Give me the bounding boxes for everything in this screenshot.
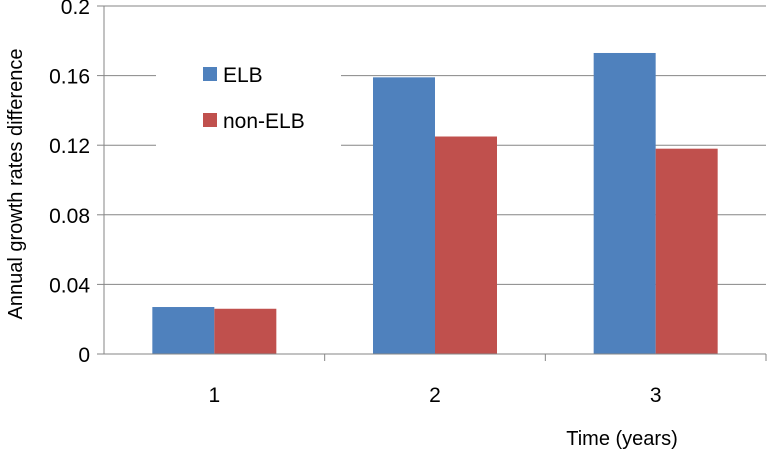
y-tick-label: 0.04: [49, 274, 90, 297]
y-tick-label: 0: [78, 344, 90, 367]
legend: ELB non-ELB: [156, 58, 341, 150]
y-tick-labels: 0 0.04 0.08 0.12 0.16 0.2: [49, 0, 90, 367]
legend-label: ELB: [223, 64, 263, 87]
bar: [373, 77, 435, 354]
legend-swatch: [203, 113, 217, 127]
bar: [152, 307, 215, 354]
y-tick-label: 0.08: [49, 205, 90, 228]
legend-swatch: [203, 67, 217, 81]
x-category-label: 1: [208, 384, 220, 407]
y-tick-label: 0.2: [61, 0, 90, 19]
x-axis-title: Time (years): [566, 428, 677, 450]
y-axis-title: Annual growth rates difference: [5, 49, 27, 320]
x-category-label: 2: [429, 384, 441, 407]
bar: [593, 52, 656, 354]
bar: [214, 308, 277, 354]
legend-label: non-ELB: [223, 110, 305, 133]
y-tick-label: 0.12: [49, 135, 90, 158]
bar: [655, 148, 718, 354]
x-category-labels: 1 2 3: [208, 384, 661, 407]
x-category-label: 3: [650, 384, 662, 407]
legend-background: [156, 58, 341, 150]
axes: [97, 5, 767, 361]
bar-group: [152, 52, 718, 354]
y-tick-label: 0.16: [49, 66, 90, 89]
bar: [435, 136, 497, 354]
